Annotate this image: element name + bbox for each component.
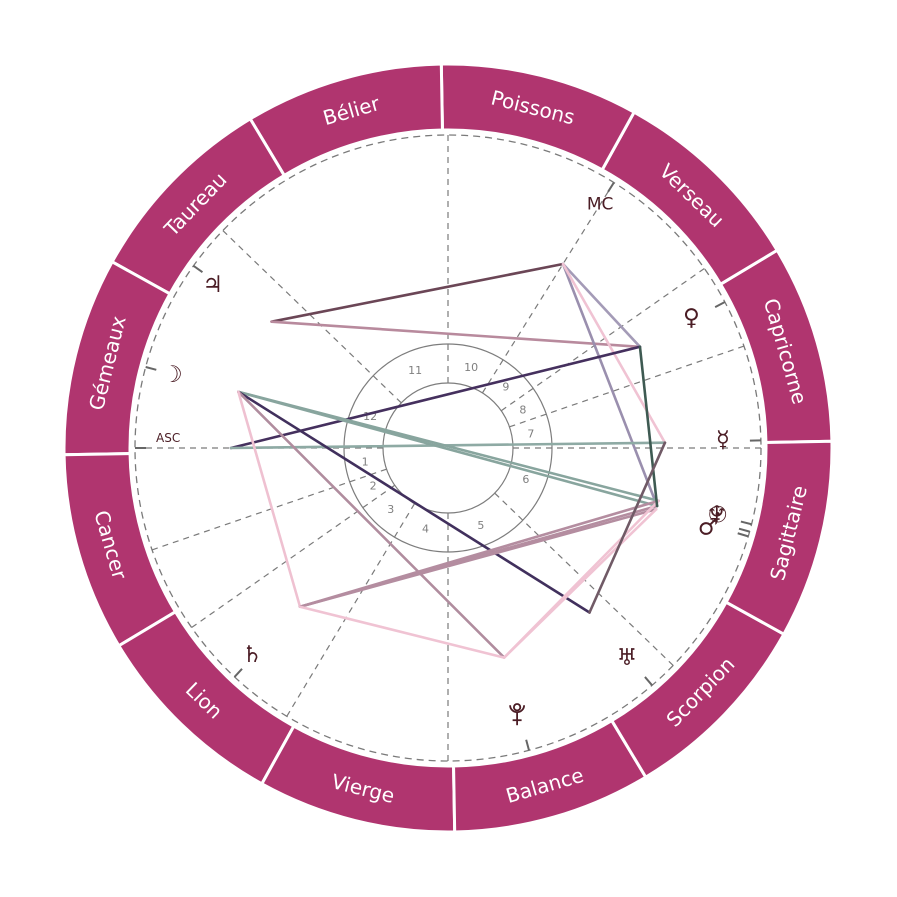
house-cusp-9: [500, 267, 705, 412]
sun-icon: ☉: [707, 502, 728, 528]
mc-label: MC: [587, 195, 614, 215]
aspect-line-asc-venus: [229, 345, 642, 450]
saturn-icon: ♄: [242, 642, 263, 668]
aspect-line-moon-pluto: [237, 390, 506, 659]
tick-mc: [607, 182, 615, 193]
aspect-line-saturn-pluto: [298, 605, 506, 659]
planet-glyphs: ♃ ☽ ♀ ☿ ☉♆♂ ♅ ♄: [162, 272, 730, 726]
zodiac-ring: CapricorneVerseauPoissonsBélierTaureauGé…: [62, 62, 834, 834]
aspect-line-moon-saturn: [237, 390, 302, 609]
neptune-icon: ♆: [706, 502, 727, 528]
tick-sun: [740, 520, 752, 526]
tick-neptune: [738, 527, 750, 533]
tick-pluto: [525, 739, 530, 751]
tick-saturn: [233, 668, 243, 678]
house-cusp-2: [151, 468, 387, 551]
house-ring-outer: [343, 343, 553, 553]
aspect-line-pluto-sun: [502, 499, 660, 659]
uranus-icon: ♅: [617, 645, 638, 671]
tick-venus: [714, 301, 726, 309]
moon-icon: ☽: [162, 362, 183, 388]
house-cusp-12: [222, 230, 402, 404]
aspect-lines: [229, 262, 667, 659]
house-number: 2: [370, 480, 377, 493]
mercury-icon: ☿: [716, 427, 730, 453]
house-number: 11: [408, 364, 422, 377]
house-number: 10: [464, 361, 478, 374]
asc-label: ASC: [156, 431, 180, 445]
aspect-line-mercury-uranus: [588, 441, 667, 614]
house-number: 7: [527, 428, 534, 441]
house-cusp-8: [509, 345, 745, 428]
house-cusp-3: [191, 484, 396, 629]
sign-segment-sagittaire: [724, 439, 834, 637]
house-number: 4: [422, 522, 429, 535]
mars-icon: ♂: [698, 515, 719, 541]
house-number: 5: [477, 519, 484, 532]
aspect-line-saturn-mars: [298, 507, 658, 609]
house-ring-inner: [382, 382, 514, 514]
tick-moon: [145, 366, 157, 371]
aspect-line-mc-neptune: [561, 262, 659, 508]
aspect-line-moon-neptune: [237, 390, 659, 508]
angle-labels: ASC MC: [156, 195, 613, 446]
house-number: 9: [502, 381, 509, 394]
house-number: 1: [362, 455, 369, 468]
aspect-line-moon-uranus: [237, 390, 591, 614]
house-number: 6: [522, 473, 529, 486]
aspect-line-mc-venus: [561, 262, 642, 349]
pluto-icon: [509, 703, 526, 726]
house-cusp-4: [286, 503, 416, 717]
aspect-line-venus-neptune: [638, 345, 659, 508]
house-cusp-10: [481, 182, 615, 394]
tick-jupiter: [192, 264, 204, 274]
venus-icon: ♀: [683, 305, 700, 331]
tick-mars: [737, 532, 749, 538]
tick-uranus: [644, 676, 653, 686]
house-number: 8: [519, 403, 526, 416]
aspect-line-jupiter-mc: [270, 262, 565, 323]
house-number: 3: [387, 503, 394, 516]
aspect-line-jupiter-venus: [270, 320, 642, 349]
position-ticks: [135, 182, 761, 751]
jupiter-icon: ♃: [203, 272, 224, 298]
